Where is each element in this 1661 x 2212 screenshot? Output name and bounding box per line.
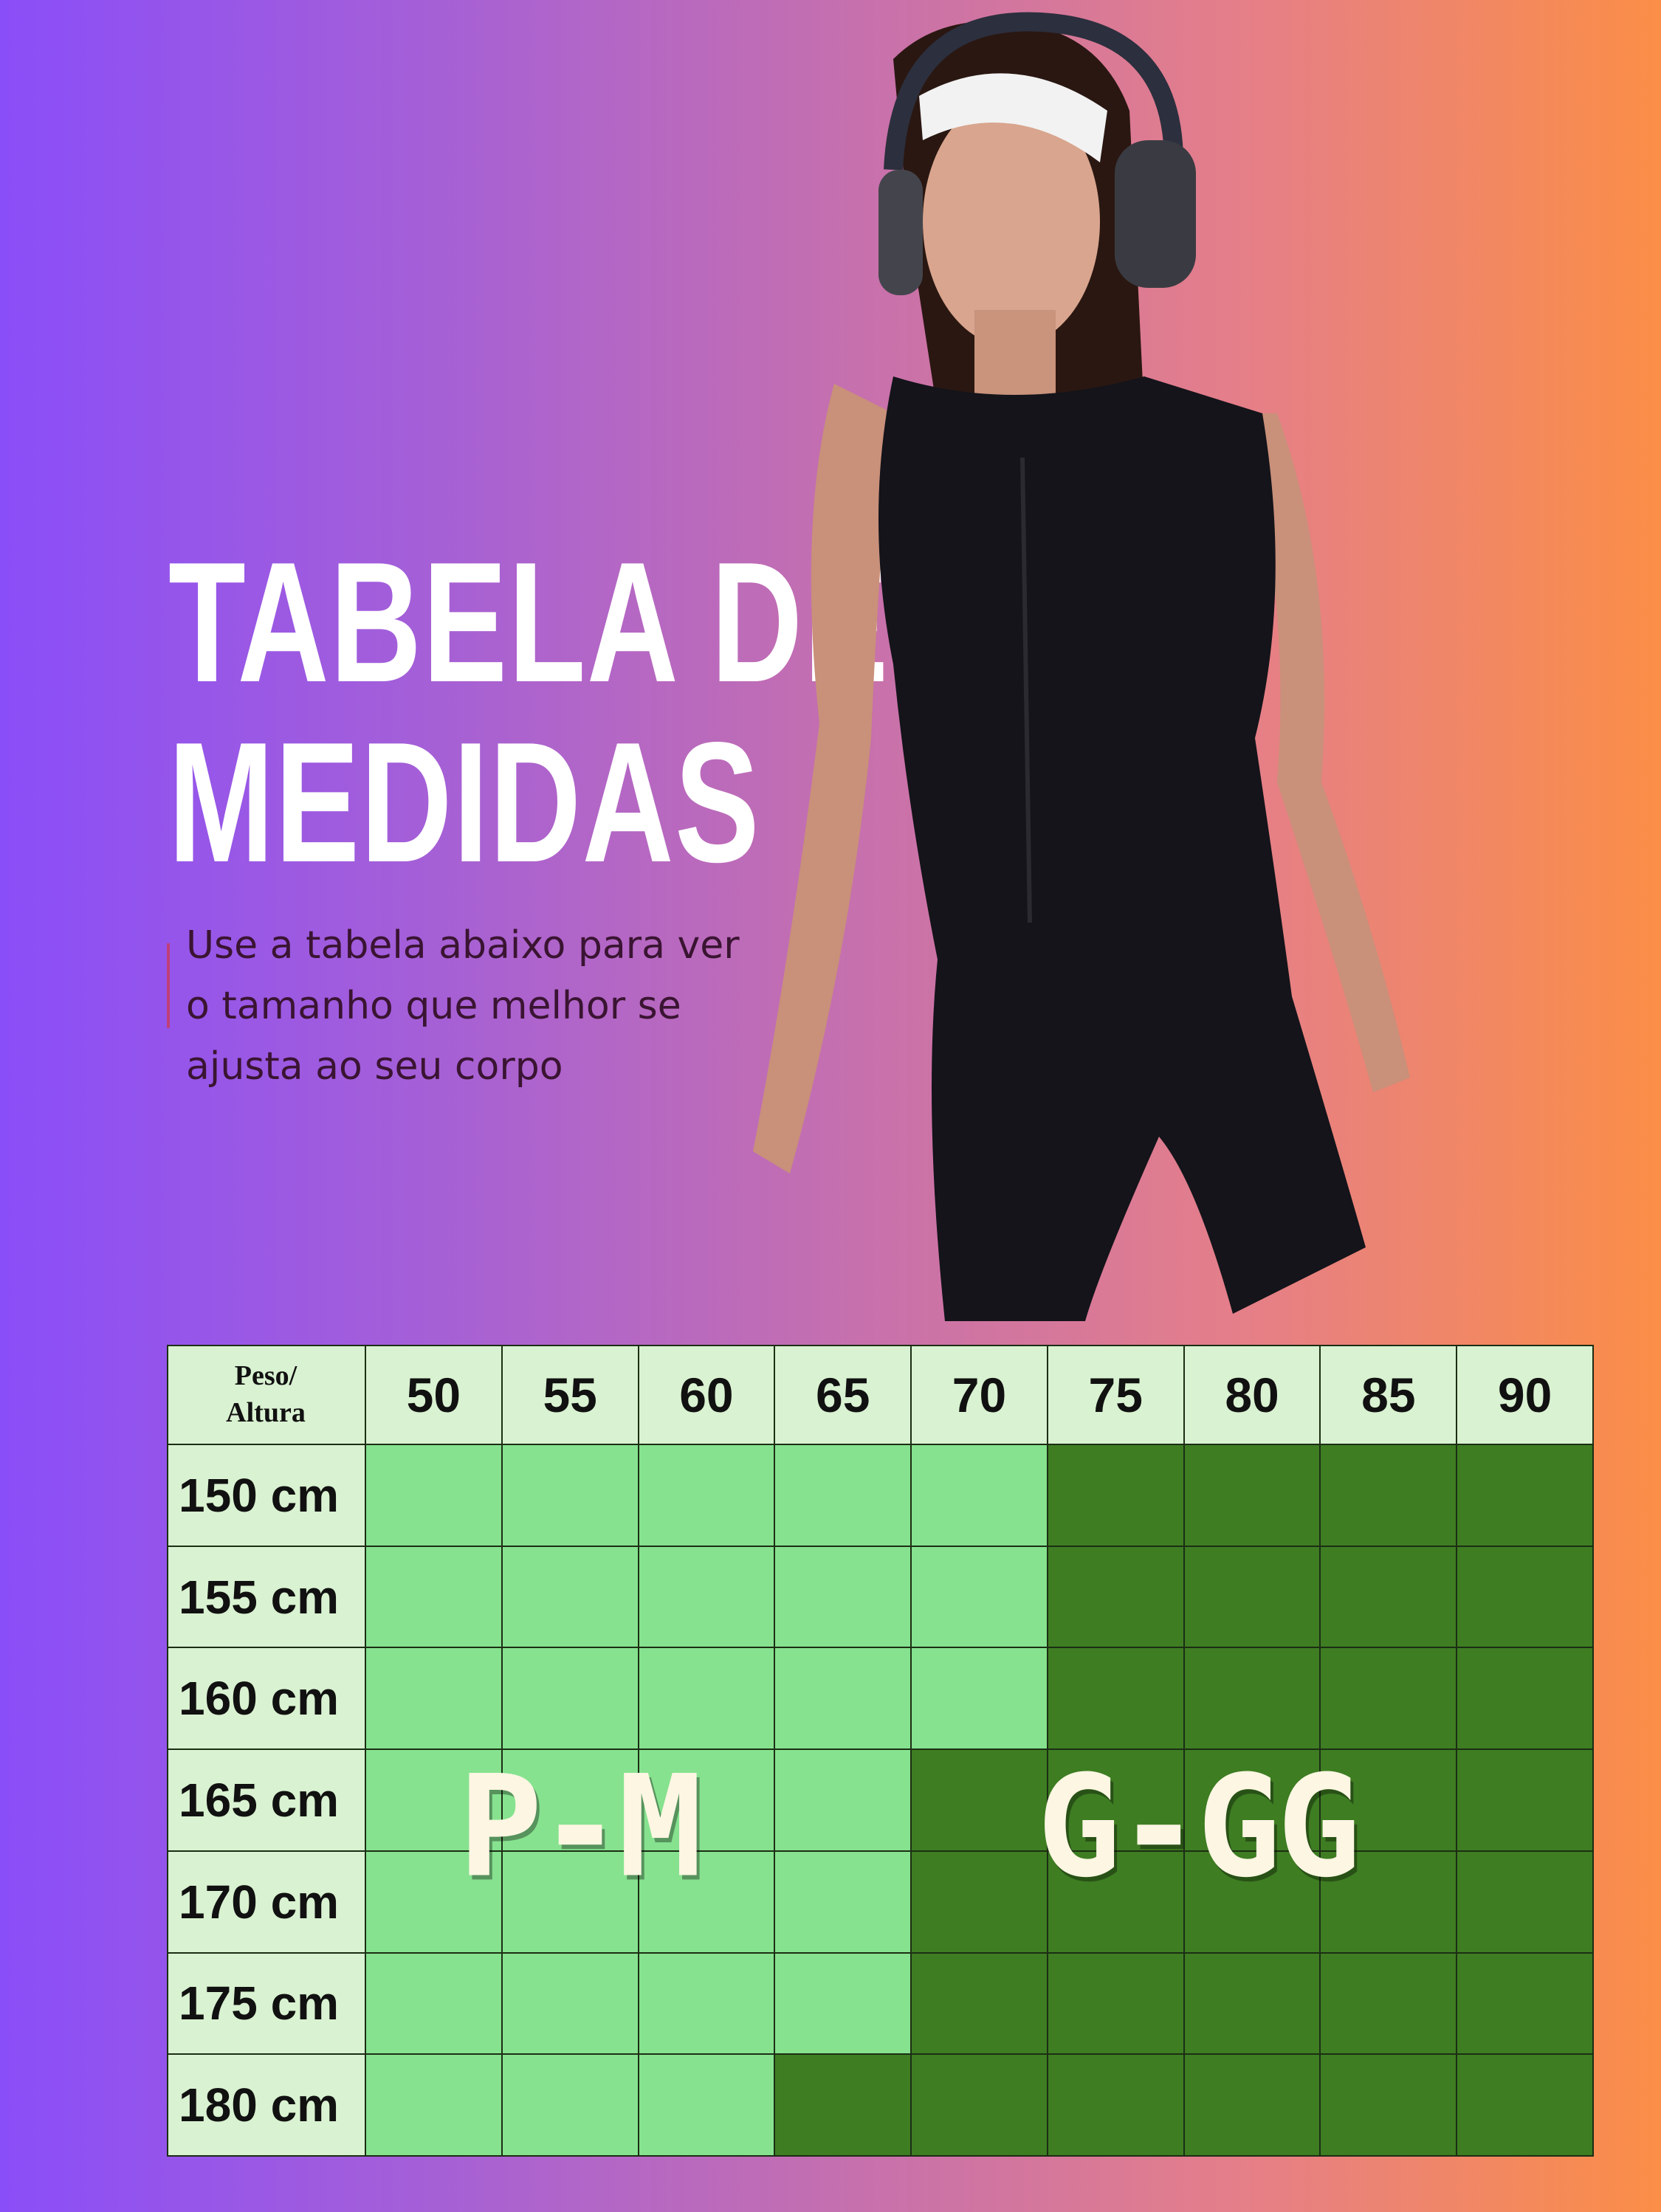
title-line-1: TABELA DE <box>168 527 890 718</box>
weight-header: 60 <box>637 1345 776 1445</box>
size-cell-p-m <box>637 1951 776 2056</box>
size-cell-g-gg <box>910 1951 1048 2056</box>
size-cell-p-m <box>501 1545 639 1649</box>
size-cell-g-gg <box>1319 2053 1458 2157</box>
size-cell-p-m <box>365 1647 503 1751</box>
size-cell-g-gg <box>1183 1647 1321 1751</box>
size-cell-p-m <box>365 1444 503 1547</box>
weight-header: 50 <box>365 1345 503 1445</box>
corner-label: Peso/ Altura <box>226 1360 306 1428</box>
size-cell-g-gg <box>1183 2053 1321 2157</box>
size-label-pm: P-M <box>458 1745 702 1909</box>
weight-header: 90 <box>1456 1345 1594 1445</box>
size-label-ggg: G-GG <box>1036 1745 1361 1909</box>
size-cell-g-gg <box>910 2053 1048 2157</box>
size-cell-g-gg <box>1319 1444 1458 1547</box>
size-cell-g-gg <box>1456 1951 1594 2056</box>
size-cell-g-gg <box>1046 1444 1185 1547</box>
size-cell-p-m <box>774 1951 912 2056</box>
weight-header: 75 <box>1046 1345 1185 1445</box>
size-cell-p-m <box>365 1850 503 1954</box>
size-cell-g-gg <box>1456 2053 1594 2157</box>
size-cell-p-m <box>774 1850 912 1954</box>
size-cell-g-gg <box>1319 1748 1458 1852</box>
size-cell-p-m <box>637 1748 776 1852</box>
size-cell-g-gg <box>1456 1850 1594 1954</box>
size-cell-g-gg <box>1046 1951 1185 2056</box>
height-label: 175 cm <box>167 1951 366 2056</box>
size-cell-p-m <box>774 1647 912 1751</box>
size-cell-g-gg <box>1183 1444 1321 1547</box>
size-cell-p-m <box>365 1748 503 1852</box>
size-cell-p-m <box>501 1444 639 1547</box>
size-cell-g-gg <box>1046 2053 1185 2157</box>
height-label: 155 cm <box>167 1545 366 1649</box>
size-cell-p-m <box>774 1545 912 1649</box>
weight-header: 85 <box>1319 1345 1458 1445</box>
size-cell-g-gg <box>910 1748 1048 1852</box>
height-label: 150 cm <box>167 1444 366 1547</box>
size-cell-p-m <box>501 2053 639 2157</box>
title-line-2: MEDIDAS <box>168 707 761 898</box>
size-cell-p-m <box>637 1647 776 1751</box>
size-cell-g-gg <box>910 1850 1048 1954</box>
size-cell-g-gg <box>1319 1850 1458 1954</box>
size-cell-g-gg <box>1183 1951 1321 2056</box>
height-label: 160 cm <box>167 1647 366 1751</box>
size-cell-p-m <box>774 1444 912 1547</box>
size-cell-p-m <box>774 1748 912 1852</box>
size-cell-g-gg <box>774 2053 912 2157</box>
size-cell-p-m <box>910 1647 1048 1751</box>
weight-header: 65 <box>774 1345 912 1445</box>
size-cell-p-m <box>637 2053 776 2157</box>
size-cell-p-m <box>365 1951 503 2056</box>
size-cell-p-m <box>637 1545 776 1649</box>
size-cell-g-gg <box>1319 1647 1458 1751</box>
height-label: 165 cm <box>167 1748 366 1852</box>
subtitle-accent-bar <box>167 943 170 1028</box>
size-cell-g-gg <box>1456 1647 1594 1751</box>
height-label: 170 cm <box>167 1850 366 1954</box>
subtitle: Use a tabela abaixo para ver o tamanho q… <box>186 923 740 1089</box>
size-cell-p-m <box>365 2053 503 2157</box>
size-cell-g-gg <box>1046 1647 1185 1751</box>
weight-header: 55 <box>501 1345 639 1445</box>
size-cell-g-gg <box>1183 1545 1321 1649</box>
model-photo <box>753 12 1410 1321</box>
size-cell-g-gg <box>1456 1545 1594 1649</box>
weight-header: 80 <box>1183 1345 1321 1445</box>
size-cell-p-m <box>910 1444 1048 1547</box>
size-table: 50 55 60 65 70 75 80 85 90 150 cm 155 cm 160 cm 165 … <box>167 1345 1594 2157</box>
size-cell-p-m <box>365 1545 503 1649</box>
size-cell-g-gg <box>1319 1951 1458 2056</box>
size-cell-g-gg <box>1183 1748 1321 1852</box>
size-cell-p-m <box>637 1444 776 1547</box>
size-cell-p-m <box>910 1545 1048 1649</box>
size-cell-p-m <box>501 1951 639 2056</box>
size-cell-g-gg <box>1319 1545 1458 1649</box>
weight-header: 70 <box>910 1345 1048 1445</box>
height-label: 180 cm <box>167 2053 366 2157</box>
size-cell-g-gg <box>1456 1444 1594 1547</box>
size-cell-g-gg <box>1456 1748 1594 1852</box>
size-cell-p-m <box>501 1647 639 1751</box>
size-cell-g-gg <box>1046 1545 1185 1649</box>
